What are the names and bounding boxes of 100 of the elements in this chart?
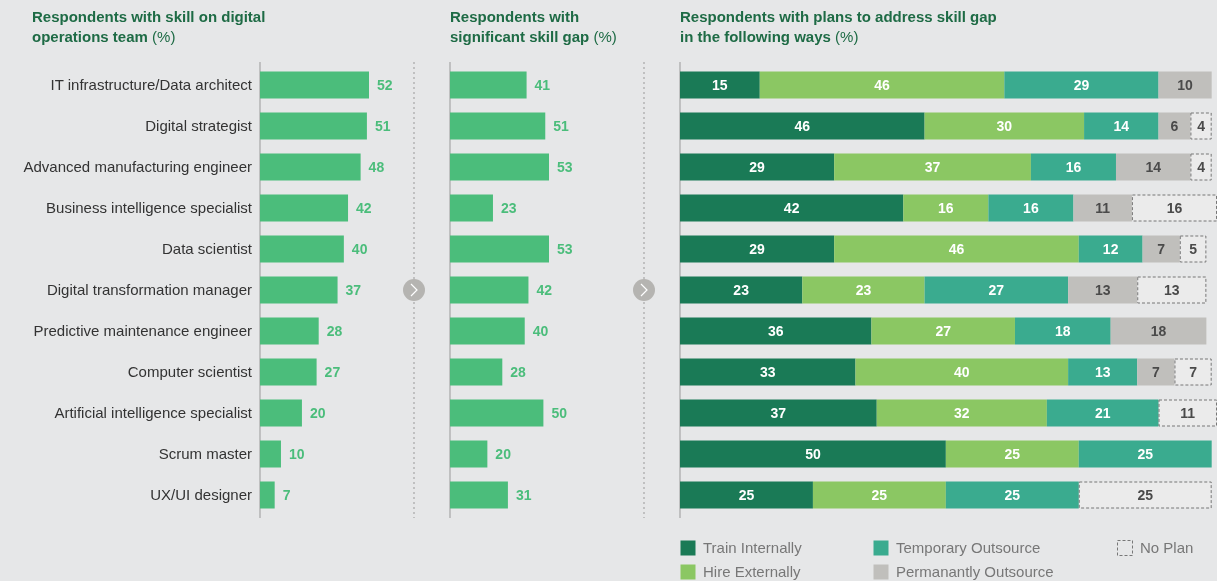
data-label: 33 — [759, 363, 776, 380]
y-tick-label: Scrum master — [158, 445, 252, 463]
data-label: 16 — [1023, 199, 1039, 216]
bar — [802, 276, 925, 304]
data-label: 13 — [1164, 281, 1180, 298]
y-tick-label: IT infrastructure/Data architect — [50, 76, 253, 94]
bar — [1131, 194, 1217, 222]
bar — [260, 399, 302, 427]
data-label: 7 — [1151, 363, 1160, 380]
bar — [680, 71, 760, 99]
y-tick-label: Data scientist — [161, 240, 253, 258]
bar — [945, 481, 1079, 509]
bar — [450, 153, 549, 181]
bar — [680, 399, 877, 427]
data-label: 50 — [551, 404, 568, 421]
legend-label: Temporary Outsource — [896, 539, 1041, 557]
bar — [260, 481, 275, 509]
data-label: 37 — [770, 404, 787, 421]
data-label: 25 — [1004, 445, 1021, 462]
bar — [834, 235, 1079, 263]
bar — [260, 317, 319, 345]
bar — [1014, 317, 1111, 345]
data-label: 46 — [874, 76, 891, 93]
bar — [450, 276, 529, 304]
bar — [260, 276, 338, 304]
bar — [260, 358, 317, 386]
data-label: 40 — [954, 363, 970, 380]
data-label: 28 — [510, 363, 527, 380]
data-label: 7 — [282, 486, 291, 503]
bar — [1137, 276, 1207, 304]
bar — [260, 112, 367, 140]
bar — [1190, 153, 1212, 181]
data-label: 20 — [309, 404, 326, 421]
bar — [450, 440, 488, 468]
y-tick-label: Computer scientist — [127, 363, 253, 381]
bar — [945, 440, 1079, 468]
bar — [855, 358, 1069, 386]
data-label: 25 — [1137, 486, 1154, 503]
bar — [812, 481, 946, 509]
data-label: 40 — [532, 322, 549, 339]
bar — [988, 194, 1074, 222]
data-label: 32 — [954, 404, 970, 421]
bar — [680, 276, 803, 304]
legend-label: No Plan — [1140, 539, 1194, 557]
bar — [260, 235, 344, 263]
data-label: 53 — [557, 240, 573, 257]
chart-title: Respondents with significant skill gap (%) — [450, 8, 617, 45]
data-label: 23 — [500, 199, 517, 216]
data-label: 7 — [1157, 240, 1166, 257]
data-label: 36 — [767, 322, 784, 339]
data-label: 25 — [738, 486, 755, 503]
bar — [450, 317, 525, 345]
y-tick-label: Digital strategist — [145, 117, 253, 135]
data-label: 27 — [988, 281, 1005, 298]
bar — [1078, 235, 1143, 263]
data-label: 42 — [536, 281, 553, 298]
data-label: 14 — [1145, 158, 1162, 175]
bar — [1110, 317, 1207, 345]
bar — [1137, 358, 1175, 386]
y-tick-label: Advanced manufacturing engineer — [23, 158, 252, 176]
data-label: 16 — [938, 199, 954, 216]
bar — [680, 358, 856, 386]
bar — [1174, 358, 1212, 386]
bar — [1078, 481, 1212, 509]
data-label: 11 — [1180, 404, 1196, 421]
data-label: 27 — [935, 322, 952, 339]
bar — [450, 358, 503, 386]
bar — [680, 235, 835, 263]
bar — [1068, 358, 1138, 386]
bar — [759, 71, 1005, 99]
data-label: 41 — [534, 76, 551, 93]
data-label: 29 — [749, 240, 766, 257]
data-label: 25 — [1137, 445, 1154, 462]
bar — [1142, 235, 1180, 263]
chart-title: Respondents with plans to address skill gap in the following ways (%) — [680, 8, 997, 45]
bar — [1179, 235, 1207, 263]
bar — [680, 194, 904, 222]
bar — [450, 194, 493, 222]
bar — [260, 194, 349, 222]
data-label: 15 — [712, 76, 728, 93]
data-label: 10 — [288, 445, 305, 462]
bar — [1115, 153, 1191, 181]
bar — [1158, 112, 1191, 140]
bar — [1073, 194, 1132, 222]
data-label: 18 — [1150, 322, 1167, 339]
data-label: 46 — [794, 117, 811, 134]
bar — [680, 317, 872, 345]
bar — [1046, 399, 1159, 427]
bar — [260, 440, 281, 468]
data-label: 42 — [783, 199, 800, 216]
bar — [1084, 112, 1159, 140]
data-label: 6 — [1170, 117, 1179, 134]
bar — [450, 235, 549, 263]
bar — [1030, 153, 1116, 181]
bar — [871, 317, 1015, 345]
data-label: 13 — [1094, 363, 1111, 380]
data-label: 16 — [1065, 158, 1082, 175]
data-label: 31 — [515, 486, 532, 503]
data-label: 40 — [351, 240, 368, 257]
legend-label: Train Internally — [703, 539, 803, 557]
